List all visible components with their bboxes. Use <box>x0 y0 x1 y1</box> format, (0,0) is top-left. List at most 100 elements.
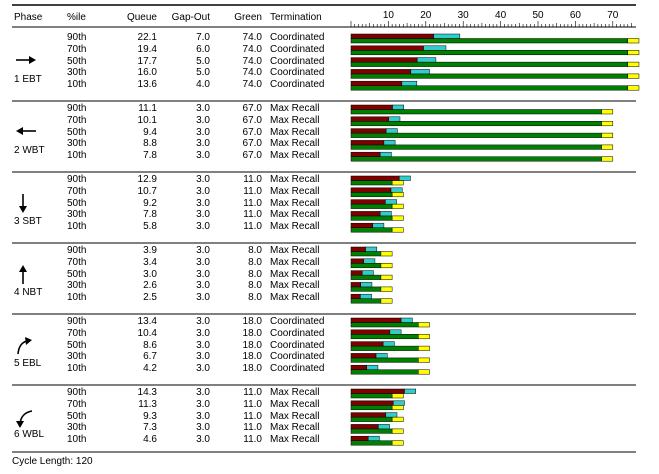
queue-cell: 12.9 <box>137 174 157 185</box>
green-cell: 11.0 <box>243 209 262 221</box>
gapout-bar <box>398 175 411 181</box>
percentile-cell: 50th <box>67 339 87 351</box>
queue-bar <box>350 424 379 430</box>
green-cell: 11.0 <box>243 434 262 446</box>
green-bar <box>350 215 393 221</box>
queue-cell: 3.4 <box>143 256 157 268</box>
gapout-cell: 3.0 <box>196 103 210 114</box>
termination-cell: Coordinated <box>270 351 325 363</box>
queue-bar <box>350 258 364 264</box>
termination-cell: Coordinated <box>270 32 325 43</box>
queue-bar <box>350 282 361 288</box>
green-cell: 67.0 <box>242 138 262 150</box>
percentile-cell: 70th <box>67 398 87 410</box>
green-bar <box>350 156 602 162</box>
arrow-curve-right-icon <box>17 337 32 355</box>
yellow-bar <box>627 61 640 67</box>
percentile-cell: 70th <box>67 43 87 55</box>
green-bar <box>350 345 419 351</box>
gapout-bar <box>390 187 403 193</box>
gapout-cell: 7.0 <box>196 32 210 43</box>
green-bar <box>350 369 419 375</box>
termination-cell: Max Recall <box>270 434 320 446</box>
percentile-cell: 90th <box>67 103 87 114</box>
gapout-cell: 3.0 <box>196 245 210 256</box>
green-bar <box>350 440 393 446</box>
phase-label: 4 NBT <box>14 287 43 299</box>
termination-cell: Max Recall <box>270 256 320 268</box>
queue-bar <box>350 270 363 276</box>
termination-cell: Coordinated <box>270 316 325 327</box>
green-cell: 11.0 <box>243 410 262 422</box>
green-cell: 67.0 <box>242 150 262 162</box>
green-cell: 8.0 <box>248 256 262 268</box>
gapout-bar <box>433 33 461 39</box>
termination-cell: Max Recall <box>270 221 320 233</box>
green-cell: 67.0 <box>242 114 262 126</box>
yellow-bar <box>627 38 640 44</box>
queue-cell: 14.3 <box>137 387 157 398</box>
green-bar <box>350 251 382 257</box>
gapout-bar <box>367 435 380 441</box>
percentile-cell: 70th <box>67 185 87 197</box>
x-tick-label: 70 <box>607 10 619 21</box>
yellow-bar <box>601 132 614 138</box>
green-cell: 11.0 <box>243 422 262 434</box>
gapout-bar <box>382 341 395 347</box>
percentile-cell: 70th <box>67 327 87 339</box>
percentile-cell: 30th <box>67 351 87 363</box>
yellow-bar <box>391 405 404 411</box>
green-bar <box>350 50 629 56</box>
green-cell: 18.0 <box>242 327 262 339</box>
termination-cell: Max Recall <box>270 245 320 256</box>
gapout-bar <box>388 116 401 122</box>
arrow-right-icon <box>16 56 36 64</box>
gapout-cell: 3.0 <box>196 398 210 410</box>
gapout-bar <box>366 364 379 370</box>
green-bar <box>350 263 382 269</box>
green-cell: 8.0 <box>248 245 262 256</box>
termination-cell: Max Recall <box>270 185 320 197</box>
gapout-cell: 3.0 <box>196 221 210 233</box>
queue-bar <box>350 57 418 63</box>
gapout-cell: 5.0 <box>196 67 210 79</box>
green-cell: 74.0 <box>242 79 262 91</box>
queue-cell: 11.3 <box>138 398 157 410</box>
queue-bar <box>350 104 393 110</box>
percentile-cell: 10th <box>67 150 87 162</box>
gapout-cell: 3.0 <box>196 387 210 398</box>
queue-bar <box>350 329 391 335</box>
header-percentile: %ile <box>67 12 86 23</box>
queue-bar <box>350 412 387 418</box>
queue-bar <box>350 187 392 193</box>
phase-label: 3 SBT <box>14 216 42 228</box>
gapout-cell: 3.0 <box>196 363 210 375</box>
green-cell: 8.0 <box>248 280 262 292</box>
queue-cell: 5.8 <box>143 221 157 233</box>
phase-label: 2 WBT <box>14 145 45 157</box>
termination-cell: Max Recall <box>270 197 320 209</box>
green-bar <box>350 85 629 91</box>
green-cell: 18.0 <box>242 363 262 375</box>
percentile-cell: 50th <box>67 268 87 280</box>
gapout-cell: 3.0 <box>196 185 210 197</box>
phase-label: 5 EBL <box>14 358 42 370</box>
x-tick-label: 60 <box>570 10 582 21</box>
termination-cell: Coordinated <box>270 339 325 351</box>
gapout-cell: 3.0 <box>196 114 210 126</box>
header-phase: Phase <box>14 12 43 23</box>
gapout-cell: 3.0 <box>196 422 210 434</box>
green-cell: 18.0 <box>242 339 262 351</box>
percentile-cell: 10th <box>67 79 87 91</box>
green-cell: 74.0 <box>242 43 262 55</box>
queue-bar <box>350 353 377 359</box>
queue-cell: 7.8 <box>143 150 157 162</box>
gapout-bar <box>365 246 378 252</box>
termination-cell: Max Recall <box>270 126 320 138</box>
queue-cell: 8.8 <box>143 138 157 150</box>
gapout-bar <box>392 104 404 110</box>
green-cell: 11.0 <box>243 221 262 233</box>
gapout-cell: 3.0 <box>196 150 210 162</box>
green-bar <box>350 192 393 198</box>
